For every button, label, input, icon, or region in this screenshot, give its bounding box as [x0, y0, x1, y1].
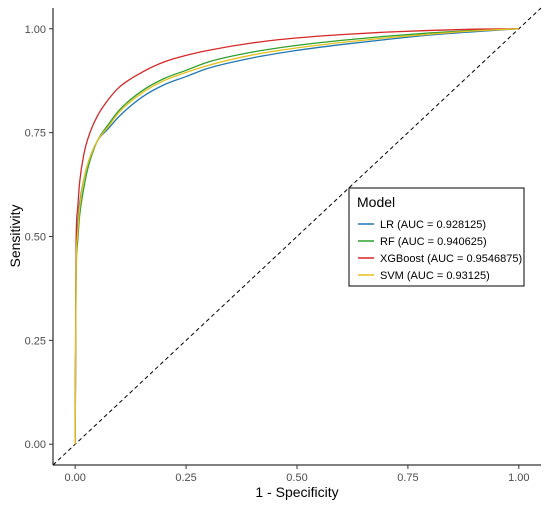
legend-label-svm: SVM (AUC = 0.93125) [380, 270, 490, 282]
y-axis-title: Sensitivity [7, 204, 23, 267]
x-tick-label: 0.50 [286, 472, 307, 484]
legend-label-lr: LR (AUC = 0.928125) [380, 219, 486, 231]
legend-box [348, 187, 525, 287]
y-tick-label: 0.00 [25, 439, 46, 451]
plot-area [52, 7, 542, 466]
roc-curve-xgboost [74, 28, 519, 445]
y-tick-label: 0.75 [25, 128, 46, 140]
legend-title: Model [357, 194, 395, 210]
y-tick-label: 1.00 [25, 24, 46, 36]
axes: 0.00 0.25 0.50 0.75 1.00 0.00 0.25 0.50 0.75 1.00 [25, 8, 541, 484]
x-tick-label: 0.75 [397, 472, 418, 484]
x-axis-title: 1 - Specificity [255, 484, 338, 500]
legend: Model LR (AUC = 0.928125) RF (AUC = 0.940… [348, 187, 525, 287]
x-tick-label: 1.00 [508, 472, 529, 484]
x-tick-label: 0.25 [175, 472, 196, 484]
legend-label-xgboost: XGBoost (AUC = 0.9546875) [380, 253, 522, 265]
y-tick-label: 0.50 [25, 232, 46, 244]
x-tick-label: 0.00 [64, 472, 85, 484]
y-tick-label: 0.25 [25, 335, 46, 347]
legend-label-rf: RF (AUC = 0.940625) [380, 236, 487, 248]
roc-curve-svm [74, 28, 519, 445]
